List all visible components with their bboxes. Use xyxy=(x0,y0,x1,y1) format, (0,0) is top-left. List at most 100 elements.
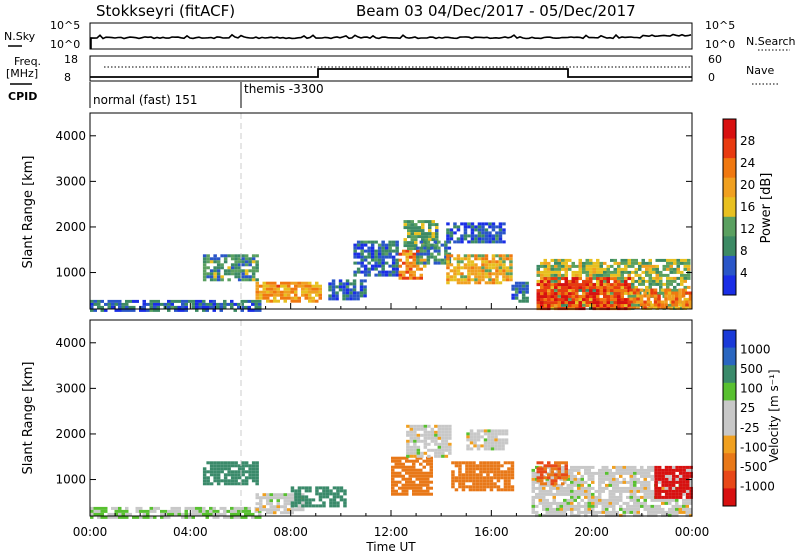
velocity-cell xyxy=(559,513,563,517)
velocity-cell xyxy=(280,511,284,515)
velocity-cell xyxy=(241,470,245,474)
power-cell xyxy=(467,263,471,267)
velocity-cell xyxy=(255,461,259,465)
power-cell xyxy=(437,246,441,250)
velocity-cell xyxy=(626,471,630,475)
power-cell xyxy=(547,286,551,290)
power-cell xyxy=(391,261,396,265)
power-cell xyxy=(585,301,589,305)
velocity-cell xyxy=(259,508,263,512)
velocity-cell xyxy=(661,498,665,502)
velocity-cell xyxy=(675,507,679,511)
power-cell xyxy=(575,295,579,299)
velocity-cell xyxy=(591,513,595,517)
velocity-cell xyxy=(458,476,462,480)
power-colorbar-label: Power [dB] xyxy=(759,173,774,244)
velocity-cell xyxy=(472,464,476,468)
power-cell xyxy=(247,299,251,303)
power-cell xyxy=(308,296,312,300)
power-cell xyxy=(660,306,665,310)
power-cell xyxy=(118,299,122,303)
velocity-cell xyxy=(441,454,445,458)
velocity-cell xyxy=(412,474,416,478)
power-cell xyxy=(671,291,675,295)
velocity-cell xyxy=(497,444,502,448)
power-cell xyxy=(206,254,210,258)
power-cell xyxy=(188,299,192,303)
velocity-cell xyxy=(689,468,693,472)
power-cell xyxy=(596,286,600,290)
velocity-cell xyxy=(259,505,263,509)
power-cell xyxy=(308,287,312,291)
power-cell xyxy=(342,294,346,298)
power-cell xyxy=(674,303,679,307)
velocity-cell xyxy=(473,438,477,442)
velocity-cell xyxy=(475,473,480,477)
power-cell xyxy=(449,231,454,235)
velocity-cell xyxy=(483,429,488,433)
velocity-cell xyxy=(633,492,637,496)
velocity-cell xyxy=(629,504,633,508)
power-cell xyxy=(624,261,628,265)
velocity-cell xyxy=(550,473,554,477)
power-cell xyxy=(477,275,482,279)
velocity-cell xyxy=(468,470,473,474)
power-cell xyxy=(384,273,389,277)
power-cell xyxy=(683,267,687,271)
power-cell xyxy=(311,287,315,291)
velocity-cell xyxy=(577,468,581,472)
velocity-cell xyxy=(90,509,94,513)
power-cell xyxy=(395,258,399,262)
power-cell xyxy=(342,288,346,292)
power-cell xyxy=(599,261,603,265)
velocity-cell xyxy=(423,442,428,446)
velocity-cell xyxy=(240,506,244,510)
velocity-cell xyxy=(472,488,476,492)
power-cell xyxy=(603,304,607,308)
power-cell xyxy=(620,270,624,274)
power-cell xyxy=(219,302,223,306)
power-cell xyxy=(412,261,416,265)
velocity-cell xyxy=(483,438,488,442)
velocity-cell xyxy=(545,501,549,505)
power-cell xyxy=(294,281,298,285)
velocity-cell xyxy=(181,512,185,516)
power-cell xyxy=(216,302,220,306)
velocity-cell xyxy=(429,492,433,496)
velocity-cell xyxy=(223,464,228,468)
velocity-cell xyxy=(615,495,619,499)
power-cell xyxy=(407,244,411,248)
power-cell xyxy=(495,272,499,276)
power-cell xyxy=(585,292,589,296)
velocity-cell xyxy=(475,482,480,486)
power-cell xyxy=(446,234,450,238)
power-cell xyxy=(585,273,589,277)
velocity-cell xyxy=(423,427,428,431)
velocity-cell xyxy=(504,429,509,433)
velocity-cell xyxy=(251,470,256,474)
velocity-cell xyxy=(494,435,498,439)
power-cell xyxy=(498,234,503,238)
velocity-cell xyxy=(535,471,539,475)
velocity-cell xyxy=(678,474,682,478)
power-cell xyxy=(424,232,428,236)
power-cell xyxy=(498,269,503,273)
power-cell xyxy=(363,273,368,277)
power-cell xyxy=(557,285,561,289)
velocity-cell xyxy=(591,477,595,481)
power-cell xyxy=(421,223,425,227)
power-cell xyxy=(410,229,414,233)
power-cell xyxy=(688,300,693,304)
power-cell xyxy=(412,255,416,259)
velocity-cell xyxy=(500,488,504,492)
velocity-cell xyxy=(297,508,301,512)
velocity-cell xyxy=(661,468,665,472)
velocity-cell xyxy=(469,435,474,439)
velocity-cell xyxy=(223,461,228,465)
velocity-cell xyxy=(441,439,445,443)
power-cell xyxy=(610,304,614,308)
velocity-cell xyxy=(587,498,591,502)
power-cell xyxy=(191,302,195,306)
power-cell xyxy=(620,261,624,265)
power-cell xyxy=(374,264,378,268)
